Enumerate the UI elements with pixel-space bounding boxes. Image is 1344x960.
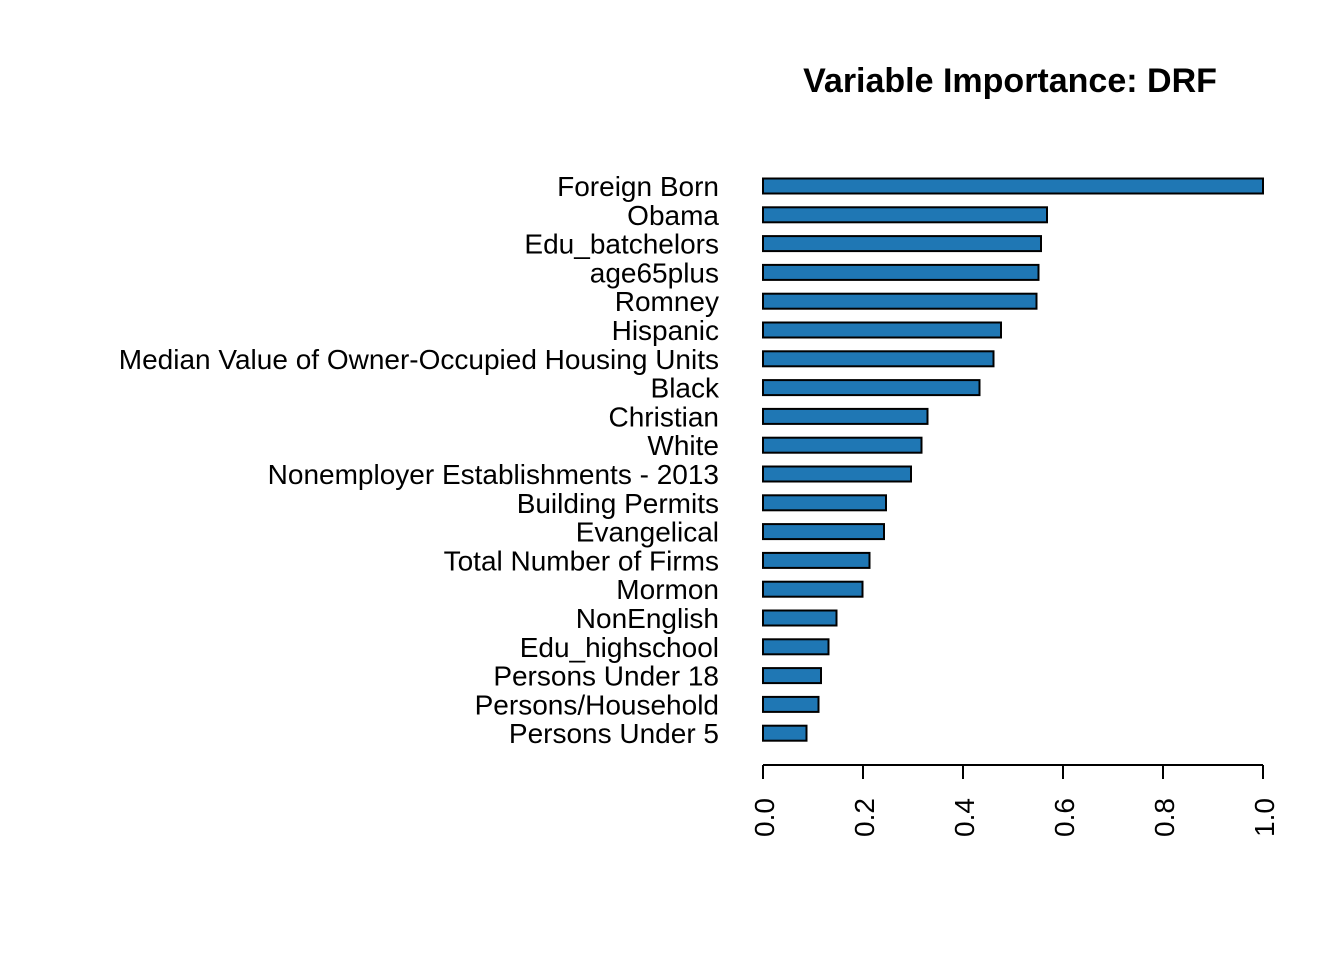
category-label: Persons Under 18 xyxy=(493,661,719,692)
bar xyxy=(762,724,808,742)
bar xyxy=(762,523,885,541)
category-label: Edu_batchelors xyxy=(524,229,719,260)
category-label: NonEnglish xyxy=(576,603,719,634)
bar xyxy=(762,695,820,713)
bar xyxy=(762,350,995,368)
bar xyxy=(762,263,1040,281)
category-labels: Foreign BornObamaEdu_batchelorsage65plus… xyxy=(119,171,720,749)
category-label: Evangelical xyxy=(576,517,719,548)
category-label: Persons/Household xyxy=(475,689,719,720)
bar xyxy=(762,551,871,569)
category-label: Persons Under 5 xyxy=(509,718,719,749)
category-label: Mormon xyxy=(616,574,719,605)
chart-title: Variable Importance: DRF xyxy=(803,62,1217,100)
category-label: Total Number of Firms xyxy=(444,545,719,576)
category-label: Edu_highschool xyxy=(520,632,719,663)
category-label: Black xyxy=(651,373,720,404)
bar xyxy=(762,638,830,656)
bar xyxy=(762,667,822,685)
bar xyxy=(762,206,1048,224)
bar xyxy=(762,609,838,627)
x-tick-label: 0.0 xyxy=(749,798,780,837)
bar xyxy=(762,436,923,454)
x-tick-label: 0.8 xyxy=(1149,798,1180,837)
category-label: Building Permits xyxy=(517,488,719,519)
x-tick-label: 0.6 xyxy=(1049,798,1080,837)
category-label: Foreign Born xyxy=(557,171,719,202)
x-tick-label: 1.0 xyxy=(1249,798,1280,837)
category-label: Romney xyxy=(615,286,719,317)
bar xyxy=(762,465,912,483)
category-label: Hispanic xyxy=(612,315,719,346)
bar xyxy=(762,292,1038,310)
bar xyxy=(762,580,864,598)
x-axis: 0.0 0.2 0.4 0.6 0.8 1.0 xyxy=(749,764,1280,837)
x-tick-label: 0.4 xyxy=(949,798,980,837)
bar xyxy=(762,379,981,397)
bar xyxy=(762,321,1002,339)
category-label: Obama xyxy=(627,200,719,231)
category-label: Median Value of Owner-Occupied Housing U… xyxy=(119,344,719,375)
bar xyxy=(762,177,1264,195)
category-label: Nonemployer Establishments - 2013 xyxy=(268,459,719,490)
category-label: age65plus xyxy=(590,257,719,288)
bars-group xyxy=(762,177,1264,742)
category-label: White xyxy=(647,430,719,461)
x-tick-label: 0.2 xyxy=(849,798,880,837)
bar xyxy=(762,494,887,512)
category-label: Christian xyxy=(609,401,719,432)
bar xyxy=(762,235,1042,253)
bar xyxy=(762,407,929,425)
